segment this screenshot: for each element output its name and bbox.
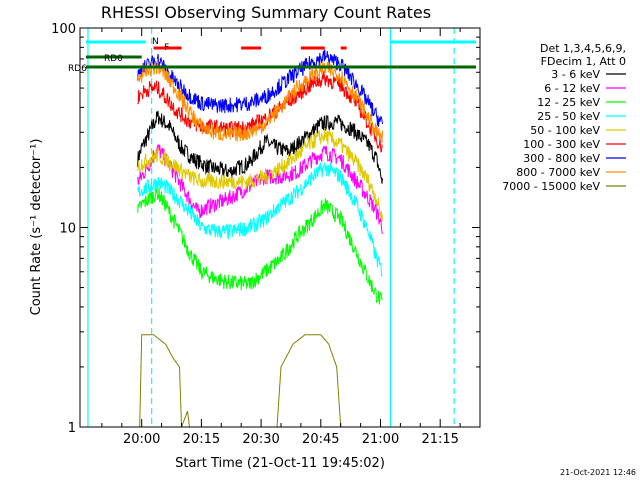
legend: Det 1,3,4,5,6,9,FDecim 1, Att 03 - 6 keV… bbox=[502, 42, 626, 193]
legend-label-3: 25 - 50 keV bbox=[537, 110, 600, 123]
series-line-7 bbox=[137, 58, 383, 143]
axis-ticks: 20:00 20:15 20:30 20:45 21:00 21:15 1 10 100 bbox=[51, 22, 481, 447]
rd0-label: RD0 bbox=[104, 54, 123, 64]
legend-label-0: 3 - 6 keV bbox=[551, 68, 600, 81]
y-tick-label-2: 100 bbox=[51, 22, 76, 37]
legend-label-5: 100 - 300 keV bbox=[523, 138, 600, 151]
series-line-0 bbox=[137, 110, 383, 184]
legend-label-6: 300 - 800 keV bbox=[523, 152, 600, 165]
chart-title: RHESSI Observing Summary Count Rates bbox=[101, 3, 431, 22]
series-line-2 bbox=[137, 185, 383, 305]
series-line-4 bbox=[137, 127, 383, 222]
series-line-6 bbox=[137, 49, 383, 127]
legend-label-7: 800 - 7000 keV bbox=[516, 166, 600, 179]
x-tick-label-1: 20:15 bbox=[183, 432, 220, 447]
x-tick-label-0: 20:00 bbox=[123, 432, 160, 447]
x-tick-label-2: 20:30 bbox=[242, 432, 279, 447]
y-tick-label-1: 10 bbox=[59, 222, 76, 237]
x-tick-label-5: 21:15 bbox=[421, 432, 458, 447]
data-layer: RD0 RD6 NF bbox=[68, 28, 477, 428]
rd6-label: RD6 bbox=[68, 64, 87, 74]
x-axis-label: Start Time (21-Oct-11 19:45:02) bbox=[175, 456, 385, 471]
series-line-3 bbox=[137, 161, 383, 277]
legend-label-4: 50 - 100 keV bbox=[530, 124, 600, 137]
flare-label: F bbox=[164, 43, 169, 53]
footer-timestamp: 21-Oct-2021 12:46 bbox=[560, 468, 636, 477]
legend-header-0: Det 1,3,4,5,6,9, bbox=[540, 42, 626, 55]
series-line-8 bbox=[139, 334, 342, 428]
legend-label-2: 12 - 25 keV bbox=[537, 96, 600, 109]
legend-label-1: 6 - 12 keV bbox=[544, 82, 600, 95]
x-tick-label-4: 21:00 bbox=[362, 432, 399, 447]
y-tick-label-0: 1 bbox=[68, 421, 76, 436]
x-tick-label-3: 20:45 bbox=[302, 432, 339, 447]
y-axis-label: Count Rate (s⁻¹ detector⁻¹) bbox=[29, 139, 44, 316]
night-label: N bbox=[152, 37, 159, 47]
series-line-1 bbox=[137, 144, 383, 235]
legend-header-1: FDecim 1, Att 0 bbox=[541, 55, 626, 68]
legend-label-8: 7000 - 15000 keV bbox=[502, 180, 600, 193]
